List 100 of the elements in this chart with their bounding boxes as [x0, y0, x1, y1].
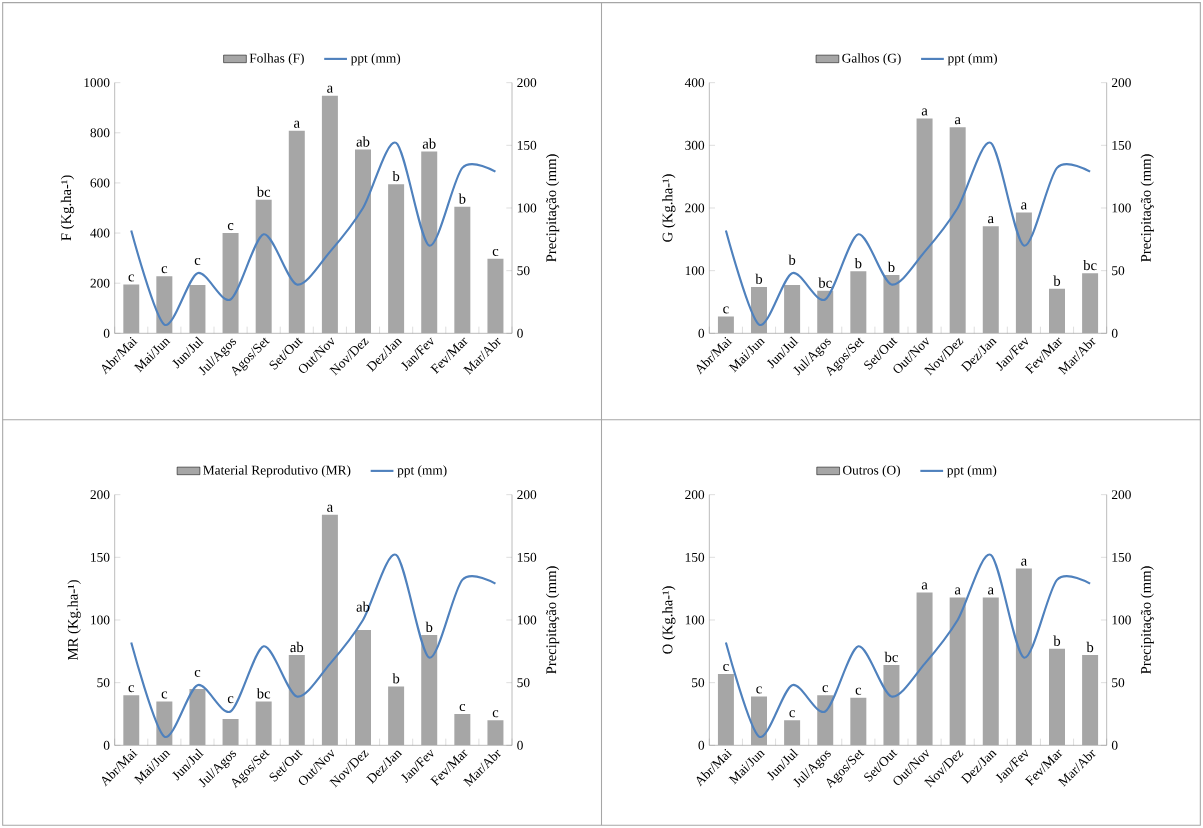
- annotation: b: [392, 170, 400, 182]
- y-tick-label: 50: [692, 678, 705, 688]
- annotation: a: [988, 216, 994, 224]
- annotation: a: [1021, 202, 1027, 210]
- bar: [288, 130, 305, 334]
- y-axis-title: MR (Kg.ha-¹): [67, 580, 81, 661]
- bar: [949, 127, 966, 334]
- annotation: c: [227, 696, 234, 704]
- annotation: a: [327, 504, 333, 512]
- y-axis-title: F (Kg.ha-¹): [60, 175, 75, 241]
- y-tick-label: 600: [90, 178, 110, 188]
- y-tick-label: 0: [103, 740, 110, 750]
- legend-label: Folhas (F): [249, 53, 304, 66]
- bar: [421, 635, 438, 746]
- bar: [156, 701, 173, 746]
- y-tick-label: 150: [91, 552, 110, 562]
- annotation: ab: [356, 136, 370, 147]
- y2-tick-label: 150: [517, 552, 537, 562]
- legend-label: ppt (mm): [350, 53, 401, 66]
- bar: [817, 290, 834, 334]
- bar: [883, 275, 900, 334]
- bar: [784, 285, 801, 334]
- bar: [123, 695, 140, 746]
- bar: [355, 630, 371, 746]
- annotation: bc: [884, 651, 898, 663]
- annotation: a: [327, 85, 333, 93]
- annotation: a: [294, 120, 300, 128]
- annotation: c: [194, 669, 201, 677]
- annotation: b: [425, 621, 433, 633]
- bar: [982, 597, 999, 746]
- annotation: c: [492, 710, 499, 718]
- y-axis-title: G (Kg.ha-¹): [662, 174, 676, 242]
- annotation: b: [458, 193, 466, 204]
- bar: [288, 655, 305, 746]
- bar: [388, 184, 405, 334]
- annotation: a: [1021, 558, 1027, 566]
- bar: [421, 151, 438, 334]
- bar: [1082, 273, 1099, 334]
- y2-axis-title: Precipitação (mm): [1140, 566, 1154, 674]
- legend-label: Outros (O): [843, 465, 900, 478]
- annotation: c: [128, 274, 135, 282]
- bar: [255, 701, 272, 746]
- annotation: a: [921, 108, 928, 116]
- annotation: ab: [290, 641, 304, 653]
- bar: [454, 713, 471, 746]
- annotation: b: [1086, 641, 1094, 653]
- y2-tick-label: 0: [517, 740, 523, 750]
- bar: [454, 206, 471, 334]
- bar: [883, 665, 900, 746]
- bar: [255, 199, 272, 334]
- legend-label: Material Reprodutivo (MR): [203, 465, 351, 478]
- bar: [388, 686, 405, 746]
- y-tick-label: 200: [90, 490, 110, 500]
- annotation: bc: [256, 186, 271, 197]
- bar: [916, 592, 933, 746]
- annotation: ab: [422, 138, 436, 149]
- y2-tick-label: 200: [1111, 490, 1131, 500]
- y2-tick-label: 200: [1111, 78, 1131, 88]
- bar: [123, 284, 140, 334]
- annotation: b: [854, 258, 862, 269]
- y-tick-label: 800: [90, 128, 110, 138]
- bar: [982, 226, 999, 334]
- annotation: c: [789, 710, 795, 718]
- y2-tick-label: 50: [517, 678, 530, 688]
- bar: [717, 316, 734, 334]
- y-tick-label: 0: [103, 328, 110, 338]
- bar: [850, 271, 867, 334]
- annotation: b: [755, 273, 763, 285]
- legend-label: ppt (mm): [397, 465, 447, 478]
- y2-axis-title: Precipitação (mm): [545, 154, 560, 262]
- y2-tick-label: 200: [517, 490, 537, 500]
- y-tick-label: 300: [685, 140, 705, 150]
- bar: [1015, 212, 1032, 334]
- annotation: c: [723, 663, 729, 671]
- annotation: c: [723, 306, 729, 314]
- annotation: c: [756, 686, 762, 694]
- annotation: c: [855, 687, 862, 695]
- y2-axis-title: Precipitação (mm): [545, 566, 560, 674]
- bar: [1049, 288, 1065, 334]
- bar: [850, 697, 867, 746]
- annotation: c: [128, 685, 135, 693]
- bar: [156, 276, 173, 334]
- y2-tick-label: 200: [517, 78, 537, 88]
- bar: [321, 514, 338, 746]
- bar: [1049, 648, 1065, 746]
- annotation: a: [954, 117, 961, 125]
- annotation: b: [788, 254, 796, 265]
- y2-tick-label: 0: [1111, 328, 1118, 338]
- annotation: c: [227, 223, 234, 231]
- bar: [784, 720, 801, 746]
- y-tick-label: 150: [685, 552, 705, 562]
- annotation: c: [822, 685, 829, 693]
- y-tick-label: 0: [698, 740, 705, 750]
- y2-tick-label: 100: [1112, 615, 1131, 625]
- bar: [916, 118, 933, 334]
- bar: [1082, 655, 1099, 746]
- y2-tick-label: 50: [1112, 678, 1125, 688]
- bar: [189, 284, 206, 334]
- bar: [949, 597, 966, 746]
- bar: [751, 696, 767, 746]
